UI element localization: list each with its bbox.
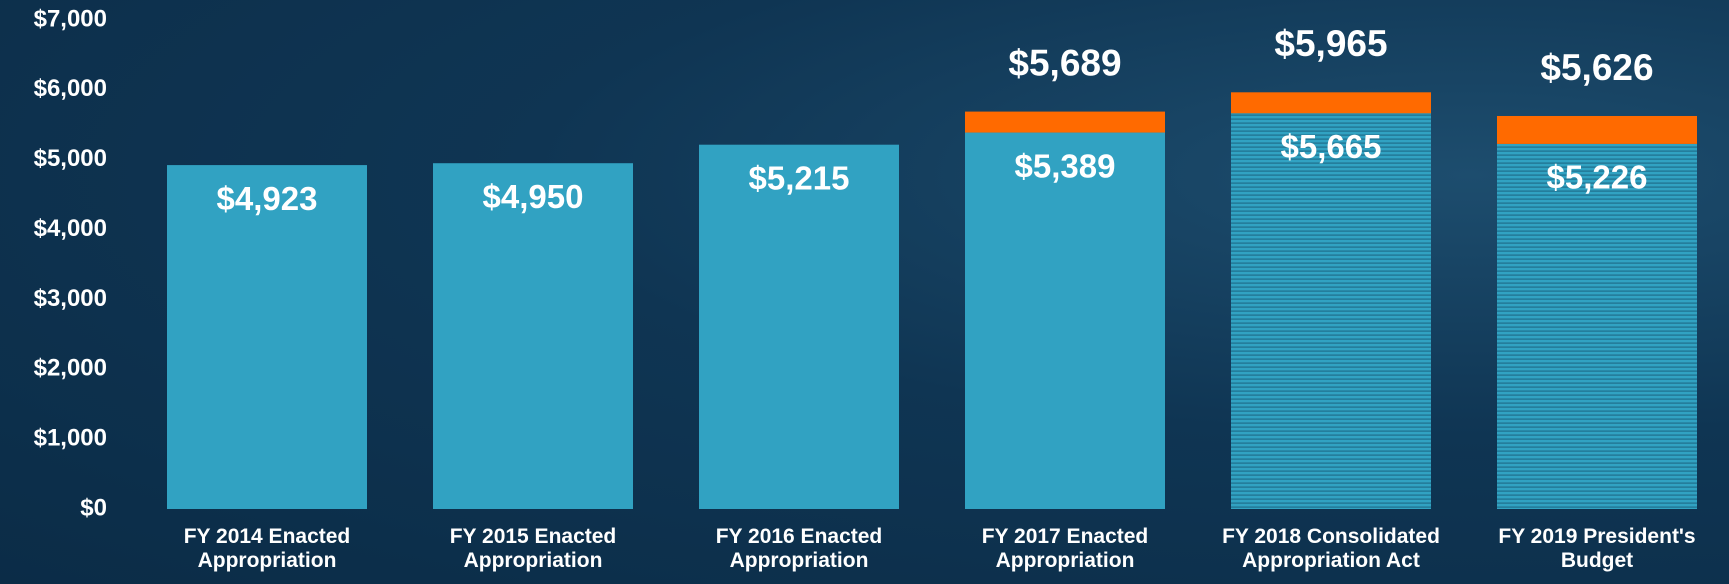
total-label: $5,626 bbox=[1540, 47, 1653, 88]
total-label: $5,689 bbox=[1008, 42, 1121, 83]
bar-segment bbox=[167, 165, 367, 509]
bar-segment bbox=[1497, 115, 1697, 144]
y-tick-label: $6,000 bbox=[34, 75, 107, 102]
y-tick-label: $4,000 bbox=[34, 215, 107, 242]
x-tick-label: FY 2015 Enacted Appropriation bbox=[449, 525, 617, 572]
value-label: $4,950 bbox=[483, 178, 584, 215]
total-label: $5,965 bbox=[1274, 23, 1387, 64]
value-label: $4,923 bbox=[217, 180, 318, 217]
x-tick-label: FY 2017 Enacted Appropriation bbox=[981, 525, 1149, 572]
value-label: $5,226 bbox=[1547, 159, 1648, 196]
x-tick-label: FY 2018 Consolidated Appropriation Act bbox=[1222, 525, 1440, 572]
y-tick-label: $2,000 bbox=[34, 355, 107, 382]
y-tick-label: $3,000 bbox=[34, 285, 107, 312]
bar-segment bbox=[1231, 113, 1431, 510]
x-tick-label: FY 2014 Enacted Appropriation bbox=[183, 525, 351, 572]
value-label: $5,389 bbox=[1015, 147, 1116, 184]
bar-segment bbox=[965, 132, 1165, 509]
x-tick-label: FY 2016 Enacted Appropriation bbox=[715, 525, 883, 572]
y-tick-label: $1,000 bbox=[34, 424, 107, 451]
bar-segment bbox=[1231, 92, 1431, 114]
y-tick-label: $7,000 bbox=[34, 5, 107, 32]
value-label: $5,665 bbox=[1281, 128, 1382, 165]
bar-segment bbox=[1497, 143, 1697, 509]
bar-segment bbox=[699, 144, 899, 509]
x-tick-label: FY 2019 President's Budget bbox=[1498, 525, 1696, 572]
bar-segment bbox=[965, 111, 1165, 133]
y-tick-label: $5,000 bbox=[34, 145, 107, 172]
bar-segment bbox=[433, 163, 633, 509]
y-tick-label: $0 bbox=[80, 494, 107, 521]
value-label: $5,215 bbox=[749, 159, 850, 196]
